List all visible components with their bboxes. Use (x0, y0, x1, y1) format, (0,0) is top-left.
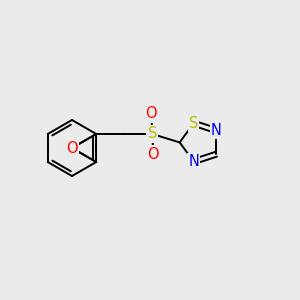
Text: N: N (188, 154, 199, 169)
Text: N: N (211, 123, 222, 138)
Text: O: O (66, 140, 78, 155)
Text: O: O (146, 106, 157, 121)
Text: O: O (147, 147, 159, 162)
Text: S: S (148, 127, 157, 142)
Text: S: S (189, 116, 198, 131)
Text: O: O (66, 140, 78, 155)
